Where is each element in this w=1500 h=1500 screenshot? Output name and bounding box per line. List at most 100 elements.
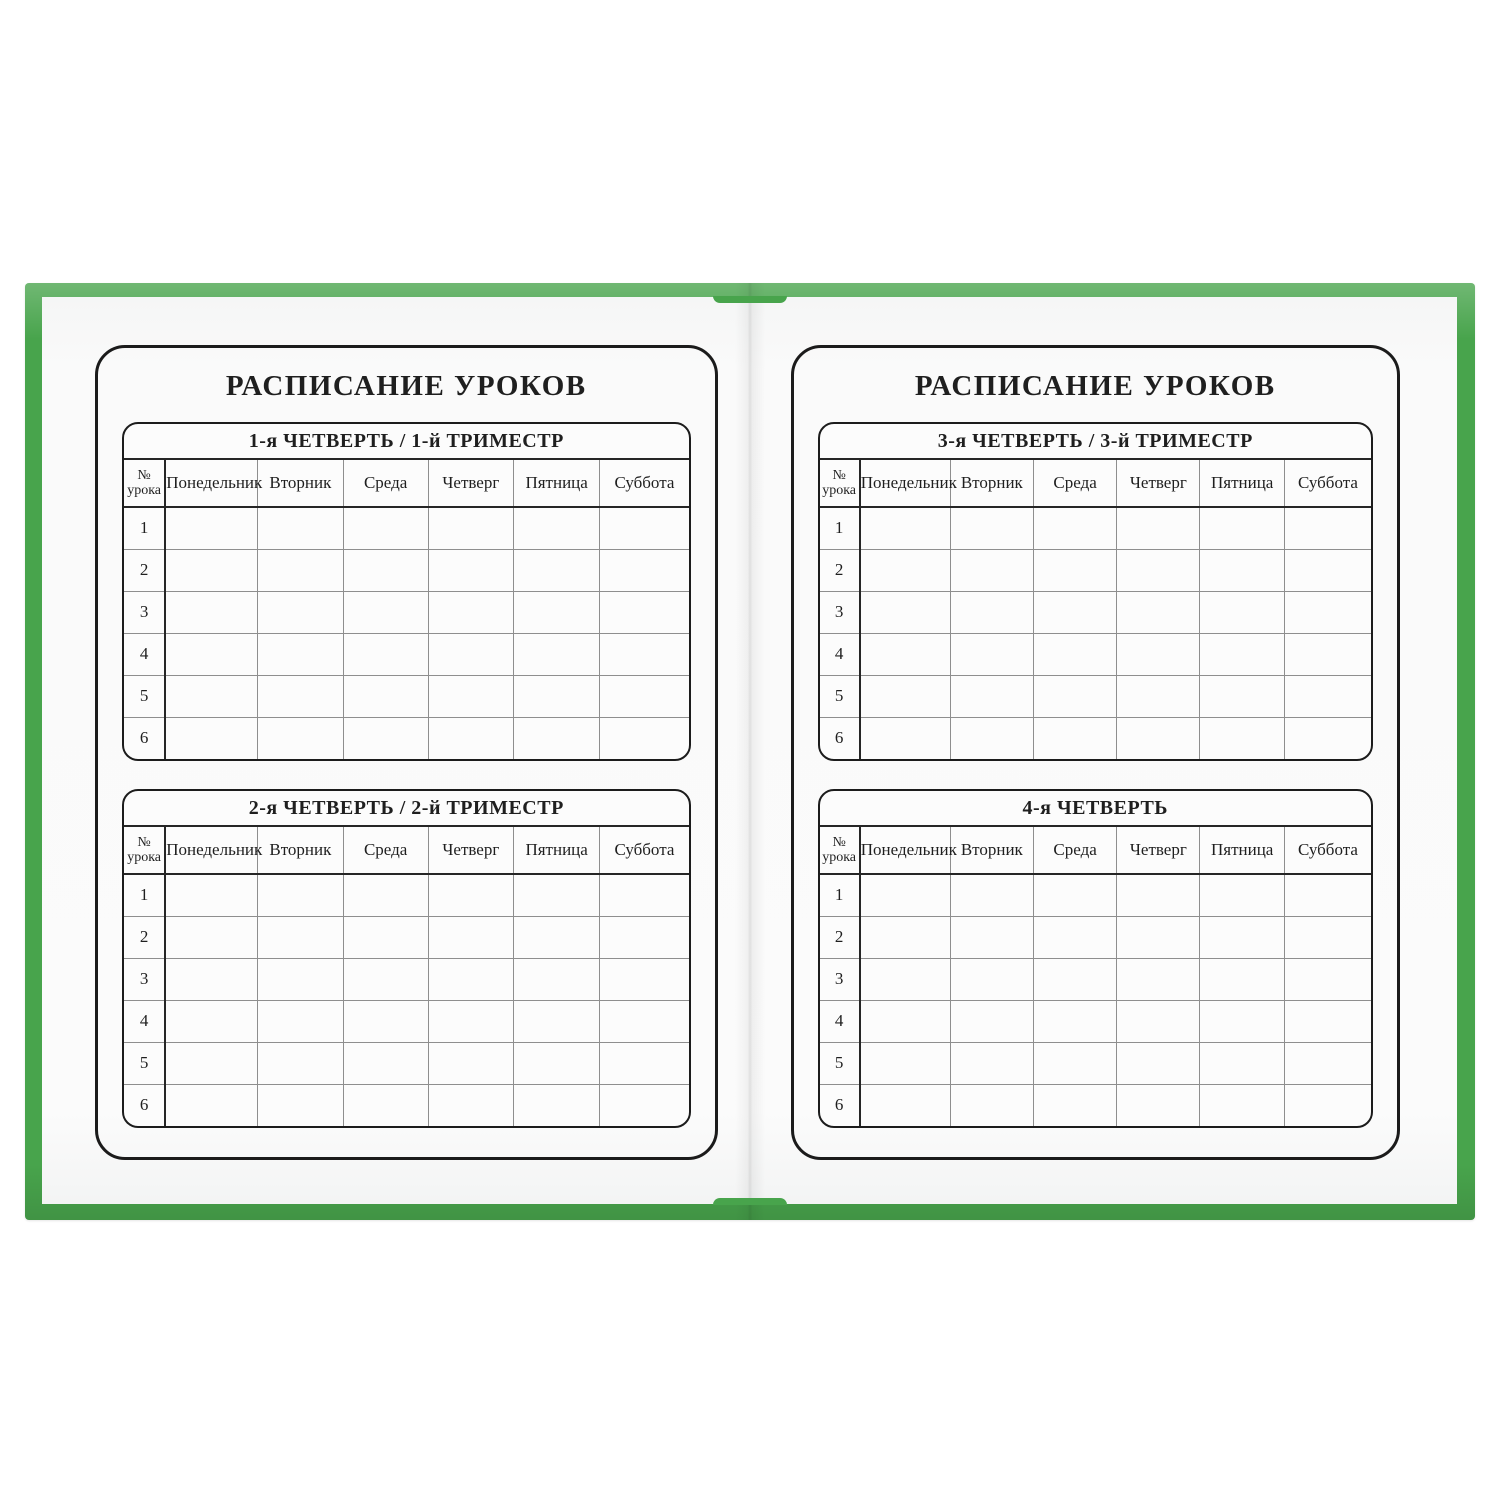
table-row: 4 <box>819 633 1371 676</box>
schedule-cell <box>427 916 514 959</box>
column-header-thursday: Четверг <box>427 827 514 875</box>
table-row: 5 <box>819 675 1371 718</box>
schedule-cell <box>1032 549 1117 592</box>
schedule-cell <box>1283 916 1371 959</box>
schedule-cell <box>599 675 689 718</box>
schedule-cell <box>1032 591 1117 634</box>
schedule-cell <box>257 675 343 718</box>
schedule-cell <box>1032 507 1117 550</box>
lesson-number-cell: 2 <box>124 916 166 959</box>
schedule-cell <box>164 507 258 550</box>
lesson-number-cell: 6 <box>834 728 844 748</box>
page-title: РАСПИСАНИЕ УРОКОВ <box>914 370 1276 402</box>
table-row: 1 <box>124 507 689 550</box>
schedule-cell <box>342 633 429 676</box>
open-pages: РАСПИСАНИЕ УРОКОВ 1-я ЧЕТВЕРТЬ / 1-й ТРИ… <box>42 297 1457 1204</box>
lesson-number-header-bottom: урока <box>127 850 161 865</box>
schedule-cell <box>257 507 343 550</box>
schedule-cell <box>949 916 1034 959</box>
schedule-cell <box>1283 717 1371 759</box>
schedule-cell <box>949 1084 1034 1126</box>
schedule-cell <box>1199 1084 1285 1126</box>
table-row: 6 <box>124 717 689 759</box>
schedule-cell <box>1283 633 1371 676</box>
schedule-cell <box>1032 958 1117 1001</box>
column-header-thursday: Четверг <box>427 460 514 508</box>
schedule-cell <box>949 1000 1034 1043</box>
lesson-number-cell: 4 <box>124 633 166 676</box>
left-page: РАСПИСАНИЕ УРОКОВ 1-я ЧЕТВЕРТЬ / 1-й ТРИ… <box>42 297 750 1204</box>
schedule-cell <box>1283 549 1371 592</box>
column-header-tuesday: Вторник <box>257 827 343 875</box>
schedule-cell <box>512 591 600 634</box>
column-header-lesson-number: № урока <box>819 460 860 508</box>
schedule-cell <box>858 1000 951 1043</box>
schedule-cell <box>1116 591 1200 634</box>
table-row: 6 <box>820 1084 1371 1126</box>
schedule-cell <box>858 874 951 917</box>
table-row: 2 <box>124 916 689 959</box>
schedule-cell <box>1032 1042 1117 1085</box>
lesson-number-cell: 4 <box>124 1000 166 1043</box>
lesson-number-cell: 3 <box>124 958 166 1001</box>
schedule-cell <box>512 549 600 592</box>
schedule-cell <box>599 717 689 759</box>
table-row: 1 <box>124 874 689 917</box>
schedule-cell <box>1199 633 1285 676</box>
schedule-cell <box>164 1000 258 1043</box>
schedule-cell <box>1032 916 1117 959</box>
schedule-cell <box>164 916 258 959</box>
table-row: 4 <box>124 1000 689 1043</box>
schedule-cell <box>342 1042 429 1085</box>
schedule-cell <box>858 549 951 592</box>
column-header-wednesday: Среда <box>1032 827 1117 875</box>
schedule-cell <box>1116 1042 1200 1085</box>
lesson-number-header-top: № <box>832 468 846 483</box>
schedule-cell <box>427 507 514 550</box>
column-header-friday: Пятница <box>512 460 600 508</box>
schedule-cell <box>257 874 343 917</box>
schedule-cell <box>858 633 951 676</box>
schedule-cell <box>342 916 429 959</box>
schedule-grid: № урока Понедельник Вторник Среда Четверг… <box>124 827 689 1126</box>
column-header-saturday: Суббота <box>599 827 689 875</box>
schedule-cell <box>164 549 258 592</box>
schedule-cell <box>858 507 951 550</box>
schedule-cell <box>257 1000 343 1043</box>
schedule-cell <box>599 633 689 676</box>
lesson-number-header-bottom: урока <box>822 850 857 865</box>
schedule-cell <box>427 874 514 917</box>
schedule-cell <box>858 916 951 959</box>
schedule-cell <box>342 675 429 718</box>
lesson-number-cell: 1 <box>124 874 166 917</box>
schedule-table-title: 3-я ЧЕТВЕРТЬ / 3-й ТРИМЕСТР <box>819 424 1371 460</box>
column-header-lesson-number: № урока <box>124 827 166 875</box>
lesson-number-cell: 1 <box>819 507 860 550</box>
column-header-thursday: Четверг <box>1116 460 1200 508</box>
table-row: 2 <box>819 916 1371 959</box>
column-header-tuesday: Вторник <box>949 827 1034 875</box>
schedule-cell <box>342 1084 429 1126</box>
lesson-number-cell: 5 <box>819 1042 860 1085</box>
schedule-cell <box>512 1084 600 1126</box>
schedule-cell <box>599 1000 689 1043</box>
lesson-number-cell: 6 <box>834 1095 844 1115</box>
lesson-number-header-bottom: урока <box>822 483 857 498</box>
schedule-cell <box>257 717 343 759</box>
schedule-cell <box>1032 675 1117 718</box>
table-row: 1 <box>819 874 1371 917</box>
schedule-table-title: 2-я ЧЕТВЕРТЬ / 2-й ТРИМЕСТР <box>124 791 689 827</box>
schedule-cell <box>1116 916 1200 959</box>
table-row: 6 <box>820 717 1371 759</box>
schedule-cell <box>949 717 1034 759</box>
schedule-cell <box>1199 591 1285 634</box>
column-header-friday: Пятница <box>1199 460 1285 508</box>
schedule-cell <box>164 675 258 718</box>
table-row: 3 <box>819 958 1371 1001</box>
column-header-friday: Пятница <box>512 827 600 875</box>
schedule-cell <box>512 874 600 917</box>
table-row: 5 <box>124 675 689 718</box>
lesson-number-header-top: № <box>137 835 151 850</box>
left-page-border-frame: РАСПИСАНИЕ УРОКОВ 1-я ЧЕТВЕРТЬ / 1-й ТРИ… <box>95 345 718 1160</box>
column-header-thursday: Четверг <box>1116 827 1200 875</box>
